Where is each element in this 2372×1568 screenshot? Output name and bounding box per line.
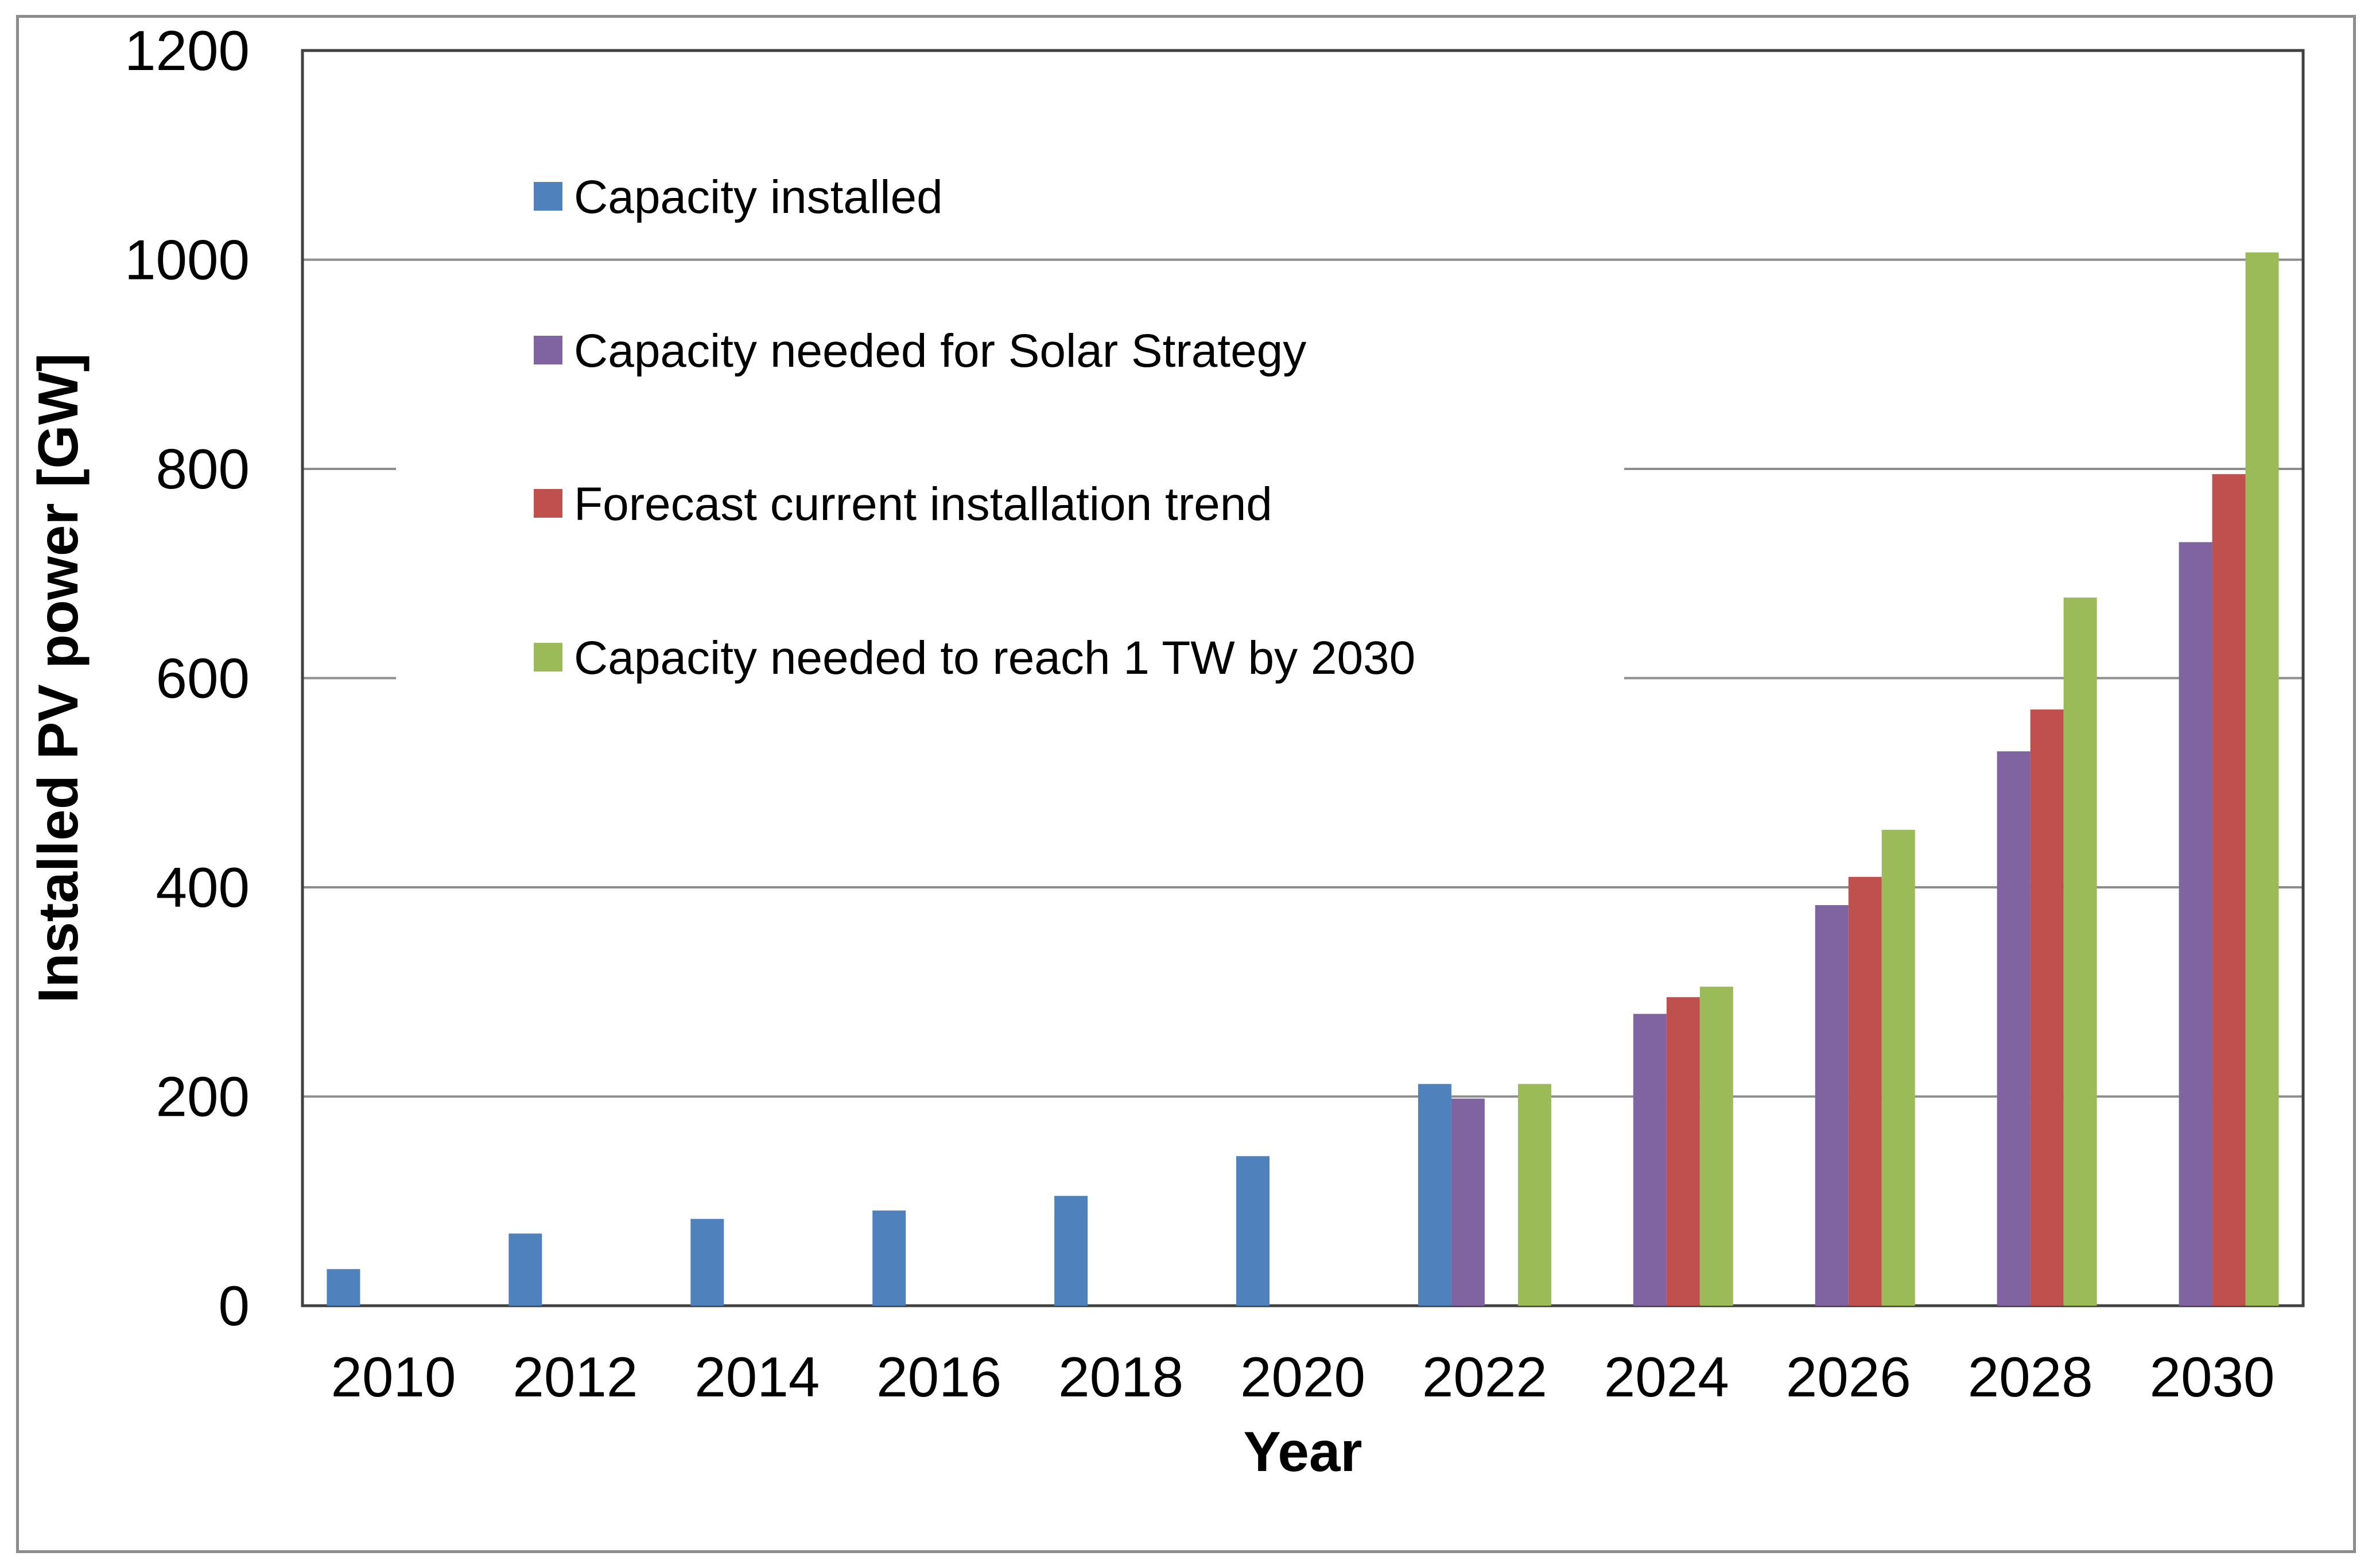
x-tick-label: 2028 [1968, 1345, 2093, 1408]
legend: Capacity installed Capacity needed for So… [534, 171, 1415, 684]
bar-2016-capacity-installed [872, 1210, 906, 1306]
x-tick-label: 2014 [694, 1345, 820, 1408]
bar-2024-forecast-current-installation-trend [1666, 997, 1700, 1306]
chart-frame [16, 15, 2356, 1553]
x-axis-ticks: 2010 2012 2014 2016 2018 2020 2022 2024 2026 2028… [331, 1345, 2274, 1408]
y-tick-label: 1000 [125, 228, 250, 292]
bar-2014-capacity-installed [690, 1218, 724, 1306]
bar-2022-capacity-needed-for-solar-strategy [1451, 1099, 1485, 1306]
y-axis-ticks: 0 200 400 600 800 1000 1200 [125, 19, 250, 1337]
plot-area [301, 49, 2305, 1307]
bar-2020-capacity-installed [1236, 1156, 1270, 1306]
bar-2028-capacity-needed-to-reach-1-tw-by-2030 [2063, 597, 2097, 1306]
legend-label: Forecast current installation trend [574, 478, 1272, 530]
x-tick-label: 2030 [2150, 1345, 2275, 1408]
legend-swatch [534, 643, 562, 672]
bar-2026-forecast-current-installation-trend [1848, 876, 1882, 1306]
y-tick-label: 0 [218, 1274, 250, 1337]
legend-label: Capacity needed for Solar Strategy [574, 325, 1306, 377]
x-tick-label: 2024 [1604, 1345, 1729, 1408]
bars [327, 252, 2279, 1306]
x-tick-label: 2012 [513, 1345, 638, 1408]
bar-2022-capacity-installed [1418, 1084, 1451, 1306]
bar-2022-capacity-needed-to-reach-1-tw-by-2030 [1517, 1084, 1551, 1306]
bar-2026-capacity-needed-to-reach-1-tw-by-2030 [1881, 829, 1915, 1306]
bar-2026-capacity-needed-for-solar-strategy [1815, 905, 1849, 1306]
bar-2030-capacity-needed-for-solar-strategy [2179, 542, 2212, 1306]
bar-2010-capacity-installed [327, 1269, 360, 1306]
x-tick-label: 2026 [1786, 1345, 1911, 1408]
y-tick-label: 1200 [125, 19, 250, 82]
x-tick-label: 2020 [1240, 1345, 1365, 1408]
bar-2030-capacity-needed-to-reach-1-tw-by-2030 [2245, 252, 2279, 1306]
x-axis-title: Year [1243, 1420, 1362, 1483]
y-tick-label: 800 [156, 437, 250, 500]
x-tick-label: 2016 [876, 1345, 1001, 1408]
legend-swatch [534, 336, 562, 364]
bar-2018-capacity-installed [1054, 1196, 1088, 1306]
y-tick-label: 600 [156, 647, 250, 710]
y-axis-title: Installed PV power [GW] [26, 353, 90, 1003]
legend-label: Capacity installed [574, 171, 943, 223]
bar-2012-capacity-installed [508, 1233, 542, 1306]
legend-swatch [534, 489, 562, 518]
gridlines [302, 258, 2303, 1098]
bar-2028-forecast-current-installation-trend [2030, 709, 2064, 1306]
x-tick-label: 2022 [1422, 1345, 1547, 1408]
x-tick-label: 2018 [1058, 1345, 1183, 1408]
bar-2024-capacity-needed-for-solar-strategy [1633, 1014, 1667, 1306]
bar-2024-capacity-needed-to-reach-1-tw-by-2030 [1699, 987, 1733, 1306]
y-tick-label: 200 [156, 1065, 250, 1128]
legend-swatch [534, 182, 562, 211]
legend-label: Capacity needed to reach 1 TW by 2030 [574, 632, 1415, 684]
x-tick-label: 2010 [331, 1345, 456, 1408]
y-tick-label: 400 [156, 856, 250, 919]
bar-2030-forecast-current-installation-trend [2212, 474, 2246, 1306]
bar-2028-capacity-needed-for-solar-strategy [1997, 751, 2031, 1306]
